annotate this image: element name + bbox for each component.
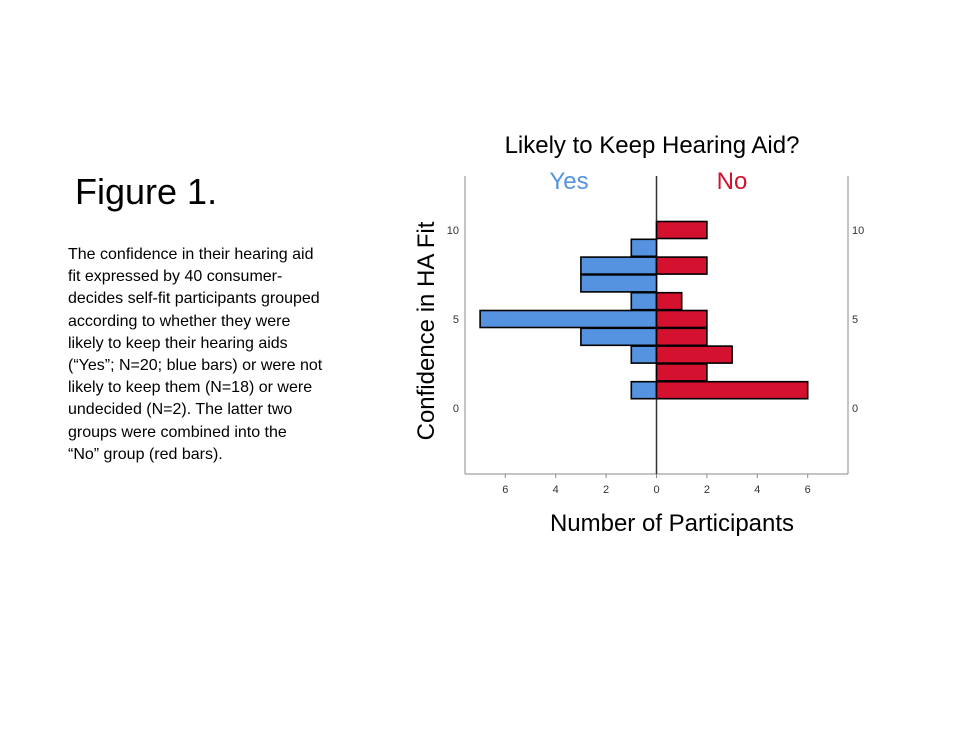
y-tick-label-left: 5 (453, 314, 459, 326)
yes-bar (630, 291, 658, 311)
yes-bar (479, 309, 658, 329)
figure-caption: The confidence in their hearing aid fit e… (68, 244, 378, 466)
no-bar (655, 380, 809, 400)
no-bar (655, 291, 683, 311)
y-tick-label-left: 0 (453, 403, 459, 415)
yes-bar (630, 345, 658, 364)
no-bar (655, 256, 708, 275)
caption-line: fit expressed by 40 consumer- (68, 268, 283, 286)
no-bar (655, 220, 708, 240)
yes-bar (630, 238, 658, 258)
x-tick-label: 0 (653, 484, 659, 496)
y-tick-label-left: 10 (447, 225, 459, 237)
caption-line: according to whether they were (68, 312, 291, 330)
y-axis-label: Confidence in HA Fit (413, 221, 440, 440)
x-tick-label: 4 (754, 484, 760, 496)
yes-bar (580, 327, 658, 347)
x-tick-label: 2 (603, 484, 609, 496)
legend-no: No (717, 168, 748, 195)
y-tick-label-right: 10 (852, 225, 864, 237)
caption-line: likely to keep them (N=18) or were (68, 379, 313, 397)
x-tick-label: 6 (502, 484, 508, 496)
no-bar (655, 309, 708, 329)
caption-line: decides self-fit participants grouped (68, 290, 320, 308)
yes-bar (580, 274, 658, 293)
y-tick-label-right: 0 (852, 403, 858, 415)
x-tick-label: 2 (704, 484, 710, 496)
caption-line: undecided (N=2). The latter two (68, 401, 293, 419)
figure-title: Figure 1. (75, 171, 218, 212)
no-bar (655, 327, 708, 347)
x-tick-label: 6 (805, 484, 811, 496)
legend-yes: Yes (549, 168, 588, 195)
yes-bar (630, 380, 658, 400)
y-tick-label-right: 5 (852, 314, 858, 326)
caption-line: “No” group (red bars). (68, 445, 223, 463)
no-bar (655, 345, 733, 364)
caption-line: likely to keep their hearing aids (68, 334, 288, 352)
no-bar (655, 363, 708, 382)
caption-line: groups were combined into the (68, 423, 287, 441)
x-tick-label: 4 (553, 484, 559, 496)
caption-line: (“Yes”; N=20; blue bars) or were not (68, 357, 323, 375)
chart-bars (479, 220, 809, 400)
chart-title: Likely to Keep Hearing Aid? (505, 132, 800, 159)
x-axis-label: Number of Participants (550, 510, 794, 537)
caption-line: The confidence in their hearing aid (68, 246, 314, 263)
yes-bar (580, 256, 658, 275)
chart-ticks: 0 0 5 5 10 10 6 4 2 0 2 4 6 (447, 225, 865, 496)
